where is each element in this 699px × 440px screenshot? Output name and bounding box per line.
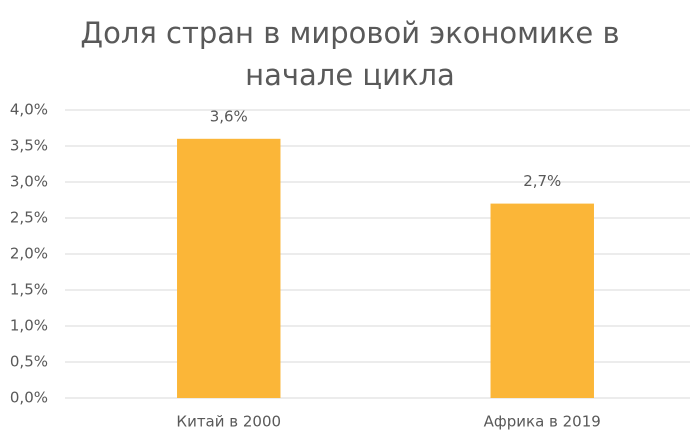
y-tick-label: 3,5% (10, 137, 48, 155)
chart-title: Доля стран в мировой экономике в начале … (80, 16, 620, 92)
y-tick-label: 1,5% (10, 281, 48, 299)
y-tick-label: 2,5% (10, 209, 48, 227)
y-tick-label: 0,0% (10, 389, 48, 407)
y-tick-label: 4,0% (10, 101, 48, 119)
y-tick-label: 0,5% (10, 353, 48, 371)
bar (177, 138, 281, 399)
y-tick-label: 3,0% (10, 173, 48, 191)
y-tick-label: 1,0% (10, 317, 48, 335)
y-tick-label: 2,0% (10, 245, 48, 263)
data-label: 2,7% (523, 172, 561, 190)
data-label: 3,6% (210, 107, 248, 125)
bar (490, 203, 594, 398)
x-tick-label: Африка в 2019 (484, 413, 601, 431)
x-tick-label: Китай в 2000 (176, 413, 281, 431)
